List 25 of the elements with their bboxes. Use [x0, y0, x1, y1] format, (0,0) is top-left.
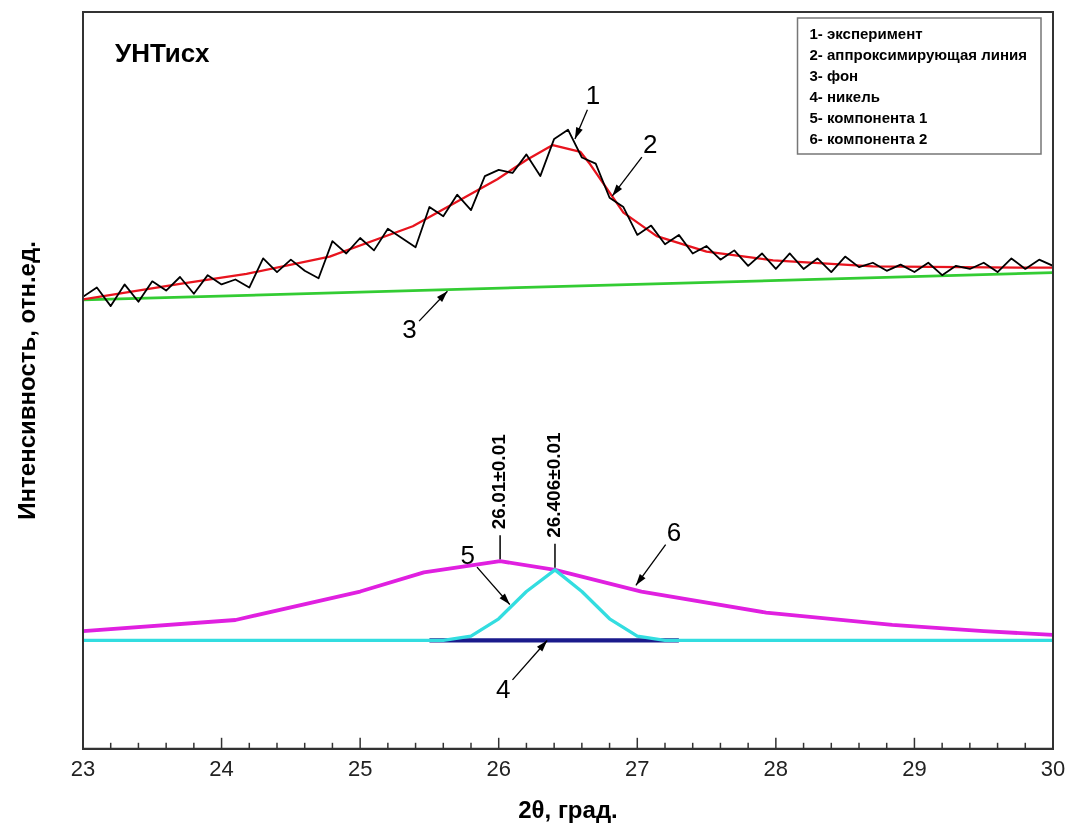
- x-tick-label: 28: [763, 756, 789, 782]
- annotation: 2: [643, 129, 658, 160]
- x-tick-label: 25: [347, 756, 373, 782]
- annotation: 26.01±0.01: [488, 433, 510, 530]
- annotation: 26.406±0.01: [543, 431, 565, 538]
- x-tick-label: 26: [486, 756, 511, 782]
- annotation: 6: [666, 516, 682, 547]
- x-tick-label: 27: [625, 756, 650, 782]
- chart-title: УНТисх: [115, 38, 210, 69]
- annotation: 3: [402, 314, 417, 345]
- text: 2- аппроксимирующая линия: [809, 45, 1028, 63]
- x-axis-title: 2θ, град.: [518, 796, 618, 824]
- text: 1- эксперимент: [809, 24, 923, 42]
- x-tick-label: 29: [902, 756, 927, 782]
- x-tick-label: 23: [70, 756, 96, 782]
- text: 4- никель: [809, 87, 880, 105]
- annotation: 1: [585, 80, 601, 111]
- text: 3- фон: [809, 66, 859, 84]
- text: 5- компонента 1: [809, 108, 928, 126]
- annotation: 4: [495, 673, 511, 704]
- x-tick-label: 30: [1040, 756, 1066, 782]
- y-axis-title: Интенсивность, отн.ед.: [12, 241, 40, 520]
- x-tick-label: 24: [209, 756, 234, 782]
- annotation: 6- компонента 2: [809, 129, 928, 147]
- annotation: 5: [460, 539, 476, 570]
